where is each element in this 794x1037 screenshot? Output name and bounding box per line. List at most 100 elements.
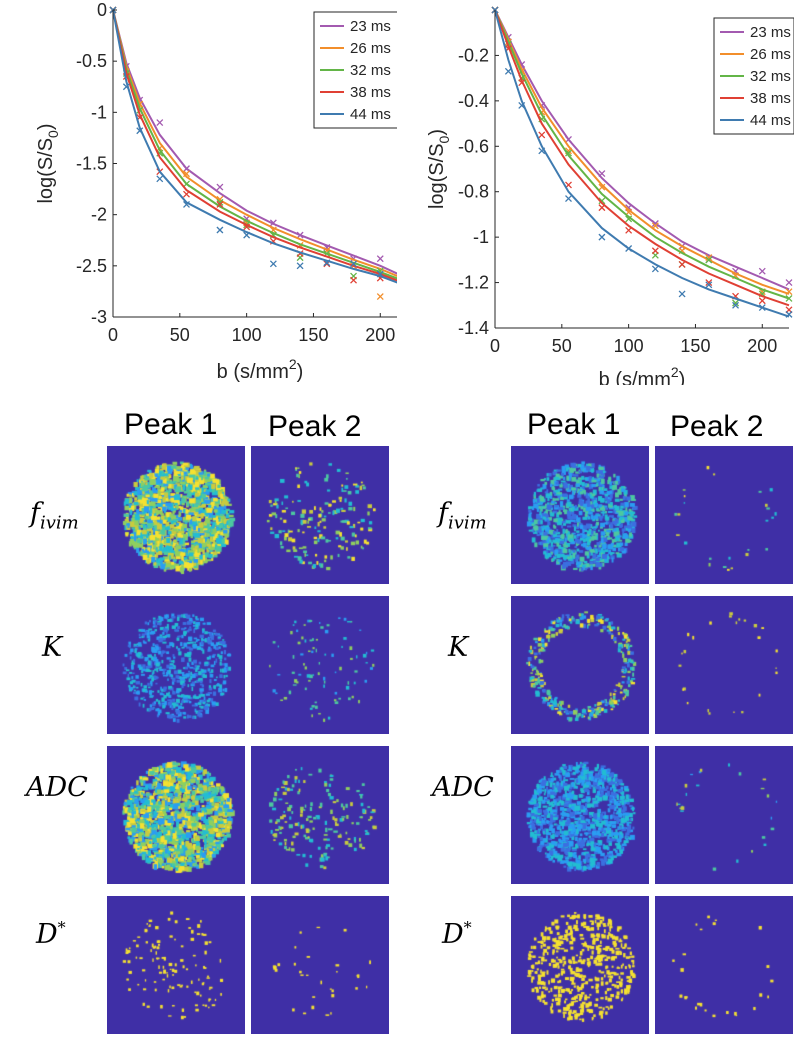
right-chart-measured-point-3-11 (758, 297, 766, 305)
right-chart-measured-point-2-12 (785, 295, 793, 302)
left-row-dstar-label: D* (36, 918, 66, 950)
left-chart-measured-point-0-8 (296, 231, 304, 239)
right-chart-measured-point-1-7 (651, 222, 659, 230)
right-fivim-peak2-map (655, 446, 793, 584)
right-row-fivim-label: fivim (438, 498, 487, 534)
right-chart-measured-point-4-1 (504, 67, 512, 75)
left-chart-y-tick-label-4: -2 (91, 205, 107, 225)
right-chart-legend-label-3: 38 ms (750, 90, 791, 107)
right-adc-peak1-map (511, 746, 649, 884)
right-chart-measured-point-4-10 (732, 301, 740, 309)
left-chart-legend-label-3: 38 ms (350, 84, 391, 101)
left-chart-measured-point-4-3 (156, 175, 164, 183)
right-chart-measured-point-0-7 (651, 220, 659, 227)
left-adc-peak1-map (107, 746, 245, 884)
left-chart-y-tick-label-1: -0.5 (76, 51, 107, 71)
left-chart-x-axis-label: b (s/mm2) (217, 356, 304, 383)
right-chart-y-tick-label-6: -1.4 (458, 318, 489, 338)
left-chart-measured-point-0-5 (216, 183, 224, 191)
left-chart-y-tick-label-3: -1.5 (76, 154, 107, 174)
right-k-peak1-map (511, 596, 649, 734)
left-peak2-header: Peak 2 (268, 410, 362, 443)
right-chart-fit-line-2 (494, 9, 790, 300)
right-chart-measured-point-2-5 (598, 197, 606, 205)
right-chart-measured-point-1-9 (705, 254, 713, 262)
left-chart-measured-point-4-10 (350, 260, 358, 268)
left-chart-y-tick-label-5: -2.5 (76, 256, 107, 276)
left-chart-x-tick-label-1: 50 (170, 325, 190, 345)
right-chart-measured-point-1-5 (598, 183, 606, 191)
left-dstar-peak1-map (107, 896, 245, 1034)
left-chart-measured-point-0-3 (156, 119, 164, 127)
right-peak1-header: Peak 1 (527, 408, 621, 441)
right-k-peak2-map (655, 596, 793, 734)
right-chart-measured-point-4-6 (625, 245, 633, 252)
right-chart-x-tick-label-2: 100 (614, 336, 644, 356)
right-chart-fit-line-3 (494, 9, 790, 307)
left-chart-measured-point-3-5 (216, 200, 224, 208)
right-peak2-header: Peak 2 (670, 410, 764, 443)
right-chart-legend-label-4: 44 ms (750, 112, 791, 129)
left-chart-measured-point-0-4 (183, 165, 190, 173)
right-adc-peak2-map (655, 746, 793, 884)
right-chart-measured-point-4-7 (651, 265, 659, 273)
right-chart-measured-point-0-12 (785, 279, 793, 287)
left-chart-legend-label-1: 26 ms (350, 40, 391, 57)
right-dstar-peak1-map (511, 896, 649, 1034)
left-chart-measured-point-0-11 (376, 255, 384, 263)
left-adc-peak2-map (251, 746, 389, 884)
right-chart-measured-point-2-10 (732, 299, 740, 307)
left-chart-fit-line-1 (112, 9, 397, 278)
right-chart-y-tick-label-2: -0.6 (458, 136, 489, 156)
right-chart-measured-point-4-12 (785, 310, 793, 318)
left-chart-y-tick-label-0: 0 (97, 0, 107, 20)
right-chart-y-axis-label: log(S/S0) (426, 129, 452, 209)
right-chart-measured-point-3-8 (678, 260, 686, 268)
left-chart-fit-line-3 (112, 9, 397, 282)
right-chart-measured-point-4-2 (518, 101, 526, 109)
right-row-k-label: K (448, 632, 469, 663)
right-chart-measured-point-2-9 (705, 256, 713, 264)
right-chart-y-tick-label-3: -0.8 (458, 182, 489, 202)
left-peak1-header: Peak 1 (124, 408, 218, 441)
right-decay-chart: 0 50 100 150 200 -0.2 -0.4 -0.6 -0.8 -1 -1.2 -1.4 b … (426, 6, 794, 385)
left-chart-measured-point-4-1 (122, 83, 130, 91)
right-chart-x-tick-label-4: 200 (747, 336, 777, 356)
right-chart-y-tick-label-5: -1.2 (458, 273, 489, 293)
right-fivim-peak1-map (511, 446, 649, 584)
left-chart-measured-point-4-11 (376, 270, 384, 278)
right-chart-x-tick-label-3: 150 (680, 336, 710, 356)
left-chart-measured-point-4-5 (216, 226, 224, 234)
right-chart-legend-label-0: 23 ms (750, 24, 791, 41)
right-chart-y-tick-label-4: -1 (473, 227, 489, 247)
left-chart-legend-label-4: 44 ms (350, 106, 391, 123)
left-dstar-peak2-map (251, 896, 389, 1034)
right-chart-measured-point-0-5 (598, 170, 606, 178)
left-chart-measured-point-4-7 (269, 260, 277, 268)
left-k-peak2-map (251, 596, 389, 734)
left-row-k-label: K (42, 632, 63, 663)
left-chart-measured-point-3-6 (243, 223, 251, 231)
right-chart-measured-point-4-9 (705, 281, 713, 289)
right-chart-fit-line-1 (494, 9, 790, 295)
left-chart-measured-point-3-10 (350, 276, 358, 284)
right-chart-x-axis-label: b (s/mm2) (599, 364, 686, 385)
right-chart-measured-point-4-4 (565, 195, 572, 202)
left-chart-fit-line-4 (112, 9, 397, 284)
left-chart-measured-point-4-2 (136, 127, 144, 135)
right-chart-measured-point-3-7 (651, 247, 659, 255)
left-chart-measured-point-2-4 (183, 180, 190, 188)
left-fivim-peak2-map (251, 446, 389, 584)
right-chart-measured-point-2-6 (625, 215, 633, 223)
left-chart-measured-point-1-5 (216, 195, 224, 203)
right-chart-measured-point-3-5 (598, 204, 606, 212)
right-row-dstar-label: D* (442, 918, 472, 950)
left-chart-x-tick-label-2: 100 (232, 325, 262, 345)
right-chart-measured-point-3-2 (518, 79, 526, 87)
right-dstar-peak2-map (655, 896, 793, 1034)
right-chart-x-tick-label-0: 0 (490, 336, 500, 356)
right-chart-measured-point-3-9 (705, 279, 713, 287)
left-chart-measured-point-1-4 (183, 170, 190, 178)
left-chart-y-axis-label: log(S/S0) (35, 123, 61, 203)
left-chart-measured-point-3-4 (183, 190, 190, 198)
